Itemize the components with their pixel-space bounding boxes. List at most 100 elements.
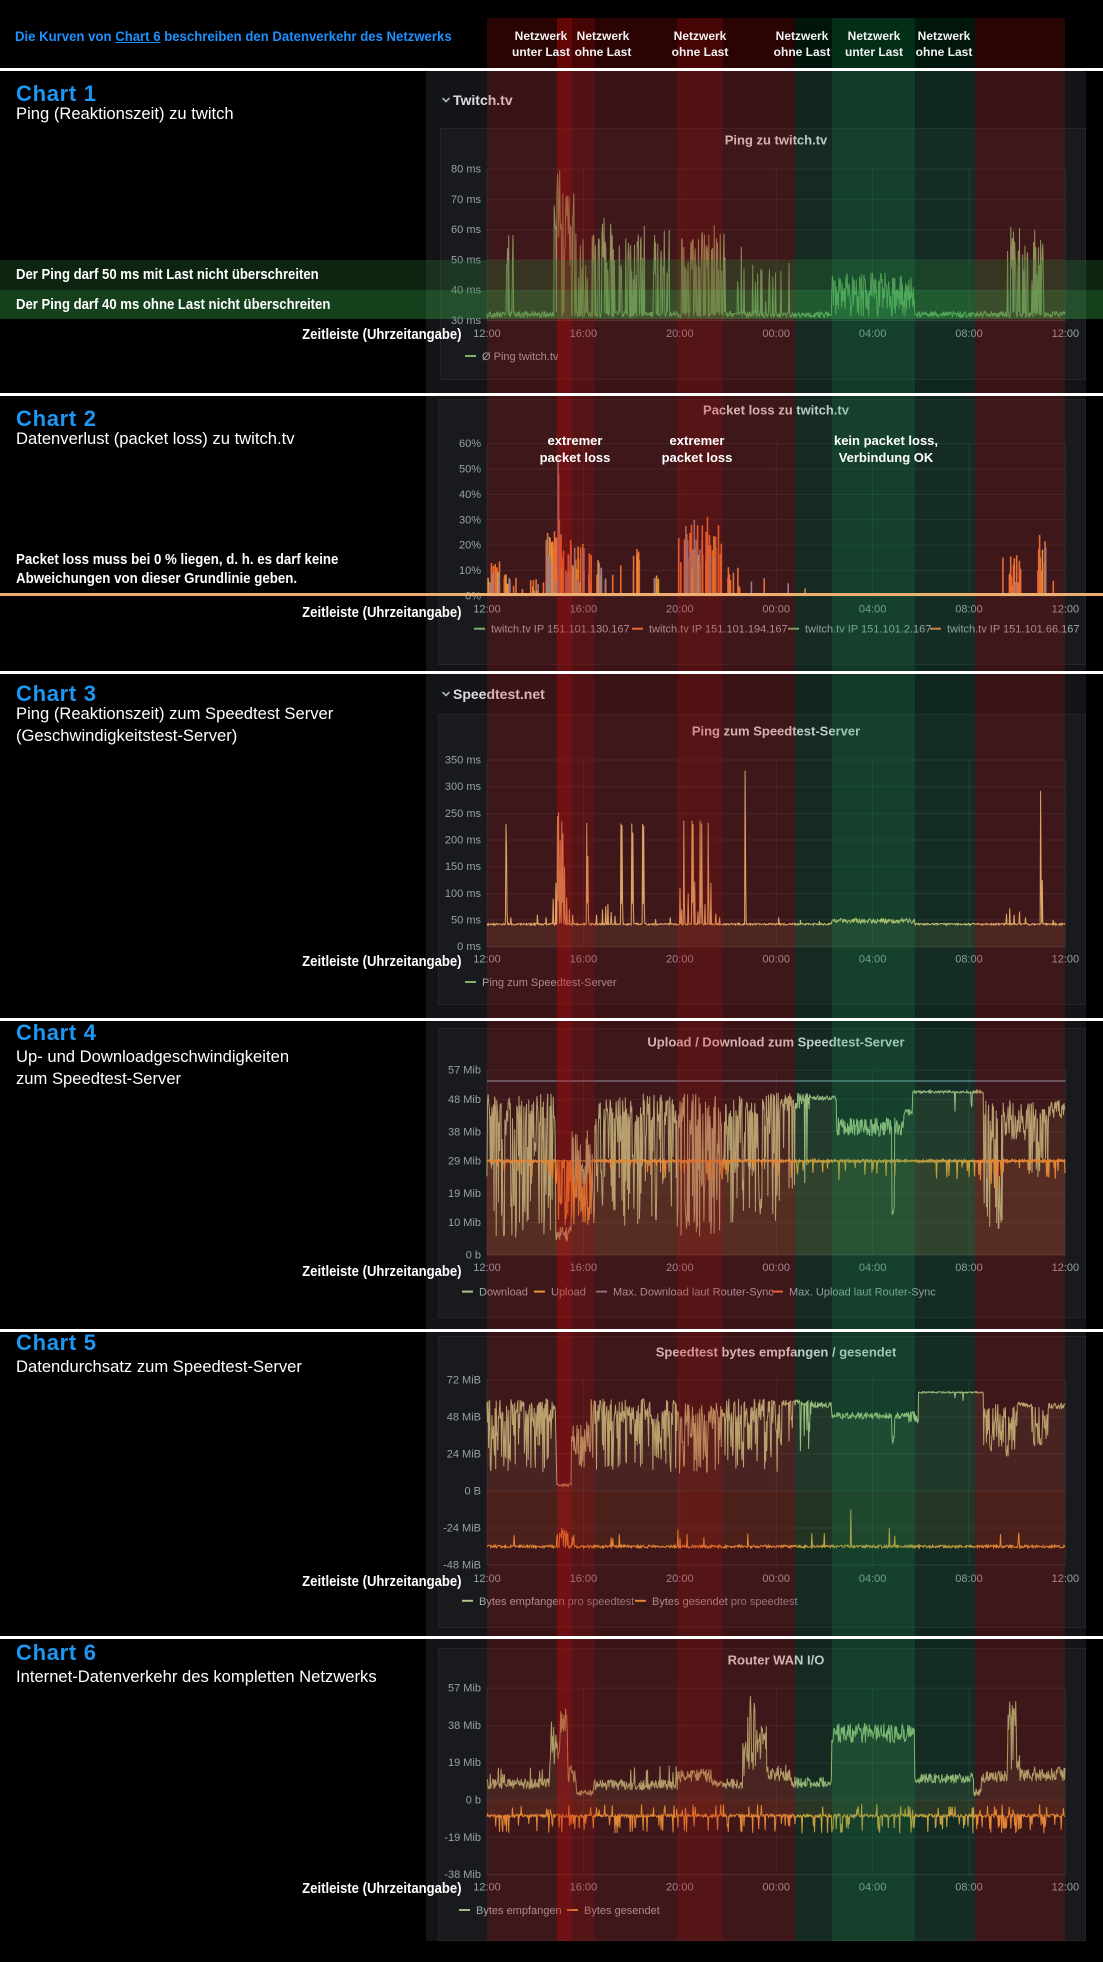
svg-text:48 Mib: 48 Mib: [448, 1094, 481, 1106]
svg-text:04:00: 04:00: [859, 604, 887, 616]
svg-text:-38 Mib: -38 Mib: [444, 1869, 481, 1881]
svg-text:70 ms: 70 ms: [451, 194, 481, 206]
svg-text:12:00: 12:00: [473, 1573, 501, 1585]
svg-text:20:00: 20:00: [666, 1573, 694, 1585]
svg-text:16:00: 16:00: [570, 328, 598, 340]
svg-text:30%: 30%: [459, 514, 481, 526]
svg-text:30 ms: 30 ms: [451, 315, 481, 327]
svg-text:08:00: 08:00: [955, 1573, 983, 1585]
svg-text:10%: 10%: [459, 565, 481, 577]
svg-text:12:00: 12:00: [473, 1262, 501, 1274]
svg-text:19 Mib: 19 Mib: [448, 1757, 481, 1769]
svg-text:80 ms: 80 ms: [451, 164, 481, 176]
svg-text:08:00: 08:00: [955, 1882, 983, 1894]
svg-text:00:00: 00:00: [762, 953, 790, 965]
svg-text:12:00: 12:00: [1052, 953, 1080, 965]
svg-text:00:00: 00:00: [762, 604, 790, 616]
svg-text:40 ms: 40 ms: [451, 285, 481, 297]
svg-text:Ping zum Speedtest-Server: Ping zum Speedtest-Server: [692, 724, 860, 739]
svg-text:00:00: 00:00: [762, 1573, 790, 1585]
svg-text:20:00: 20:00: [666, 1262, 694, 1274]
svg-text:12:00: 12:00: [473, 604, 501, 616]
svg-text:50 ms: 50 ms: [451, 915, 481, 927]
svg-text:Router WAN I/O: Router WAN I/O: [728, 1653, 825, 1668]
svg-text:Bytes gesendet: Bytes gesendet: [584, 1905, 660, 1917]
svg-text:60%: 60%: [459, 438, 481, 450]
svg-text:0 b: 0 b: [466, 1795, 481, 1807]
svg-text:Ping zum Speedtest-Server: Ping zum Speedtest-Server: [482, 977, 617, 989]
svg-text:72 MiB: 72 MiB: [447, 1375, 481, 1387]
svg-text:Max. Download laut Router-Sync: Max. Download laut Router-Sync: [613, 1287, 774, 1299]
svg-text:350 ms: 350 ms: [445, 755, 482, 767]
svg-text:20%: 20%: [459, 540, 481, 552]
svg-text:38 Mib: 38 Mib: [448, 1126, 481, 1138]
svg-text:Upload / Download zum Speedtes: Upload / Download zum Speedtest-Server: [647, 1035, 904, 1050]
svg-text:12:00: 12:00: [473, 953, 501, 965]
svg-text:0 B: 0 B: [464, 1486, 481, 1498]
svg-text:Bytes empfangen: Bytes empfangen: [476, 1905, 562, 1917]
svg-text:16:00: 16:00: [570, 953, 598, 965]
svg-text:Packet loss zu twitch.tv: Packet loss zu twitch.tv: [703, 403, 850, 418]
svg-text:08:00: 08:00: [955, 328, 983, 340]
svg-text:Download: Download: [479, 1287, 528, 1299]
svg-text:60 ms: 60 ms: [451, 224, 481, 236]
svg-text:20:00: 20:00: [666, 604, 694, 616]
svg-text:04:00: 04:00: [859, 1262, 887, 1274]
svg-text:04:00: 04:00: [859, 953, 887, 965]
svg-text:08:00: 08:00: [955, 1262, 983, 1274]
svg-text:20:00: 20:00: [666, 328, 694, 340]
svg-text:300 ms: 300 ms: [445, 781, 482, 793]
svg-text:38 Mib: 38 Mib: [448, 1720, 481, 1732]
svg-text:12:00: 12:00: [1052, 1882, 1080, 1894]
svg-text:Ping zu twitch.tv: Ping zu twitch.tv: [725, 133, 828, 148]
svg-text:150 ms: 150 ms: [445, 861, 482, 873]
svg-text:04:00: 04:00: [859, 328, 887, 340]
svg-text:50 ms: 50 ms: [451, 254, 481, 266]
svg-text:0%: 0%: [465, 591, 481, 603]
svg-text:16:00: 16:00: [570, 604, 598, 616]
svg-text:57 Mib: 57 Mib: [448, 1065, 481, 1077]
svg-text:12:00: 12:00: [473, 1882, 501, 1894]
svg-text:-48 MiB: -48 MiB: [443, 1560, 481, 1572]
svg-text:48 MiB: 48 MiB: [447, 1412, 481, 1424]
svg-text:57 Mib: 57 Mib: [448, 1683, 481, 1695]
svg-text:29 Mib: 29 Mib: [448, 1156, 481, 1168]
svg-text:16:00: 16:00: [570, 1573, 598, 1585]
svg-text:Max. Upload laut Router-Sync: Max. Upload laut Router-Sync: [789, 1287, 936, 1299]
svg-text:twitch.tv IP 151.101.130.167: twitch.tv IP 151.101.130.167: [491, 624, 630, 636]
svg-text:00:00: 00:00: [762, 328, 790, 340]
svg-text:16:00: 16:00: [570, 1882, 598, 1894]
svg-text:00:00: 00:00: [762, 1262, 790, 1274]
svg-text:12:00: 12:00: [473, 328, 501, 340]
svg-text:twitch.tv IP 151.101.2.167: twitch.tv IP 151.101.2.167: [805, 624, 931, 636]
svg-text:200 ms: 200 ms: [445, 835, 482, 847]
svg-text:-19 Mib: -19 Mib: [444, 1832, 481, 1844]
svg-text:20:00: 20:00: [666, 953, 694, 965]
svg-text:20:00: 20:00: [666, 1882, 694, 1894]
svg-text:100 ms: 100 ms: [445, 888, 482, 900]
svg-text:twitch.tv IP 151.101.194.167: twitch.tv IP 151.101.194.167: [649, 624, 788, 636]
svg-text:04:00: 04:00: [859, 1882, 887, 1894]
svg-text:08:00: 08:00: [955, 953, 983, 965]
svg-text:250 ms: 250 ms: [445, 808, 482, 820]
svg-text:twitch.tv IP 151.101.66.167: twitch.tv IP 151.101.66.167: [947, 624, 1080, 636]
svg-text:24 MiB: 24 MiB: [447, 1449, 481, 1461]
svg-text:12:00: 12:00: [1052, 328, 1080, 340]
svg-text:Bytes gesendet pro speedtest: Bytes gesendet pro speedtest: [652, 1596, 798, 1608]
svg-text:04:00: 04:00: [859, 1573, 887, 1585]
svg-text:0 b: 0 b: [466, 1250, 481, 1262]
svg-text:12:00: 12:00: [1052, 1573, 1080, 1585]
svg-text:Upload: Upload: [551, 1287, 586, 1299]
svg-text:Bytes empfangen pro speedtest: Bytes empfangen pro speedtest: [479, 1596, 634, 1608]
svg-text:40%: 40%: [459, 489, 481, 501]
svg-text:16:00: 16:00: [570, 1262, 598, 1274]
svg-text:08:00: 08:00: [955, 604, 983, 616]
svg-text:Ø Ping twitch.tv: Ø Ping twitch.tv: [482, 351, 559, 363]
svg-text:12:00: 12:00: [1052, 604, 1080, 616]
svg-text:50%: 50%: [459, 464, 481, 476]
svg-text:12:00: 12:00: [1052, 1262, 1080, 1274]
svg-text:Speedtest bytes empfangen / ge: Speedtest bytes empfangen / gesendet: [656, 1345, 897, 1360]
svg-text:10 Mib: 10 Mib: [448, 1217, 481, 1229]
svg-text:0 ms: 0 ms: [457, 941, 481, 953]
svg-text:-24 MiB: -24 MiB: [443, 1523, 481, 1535]
